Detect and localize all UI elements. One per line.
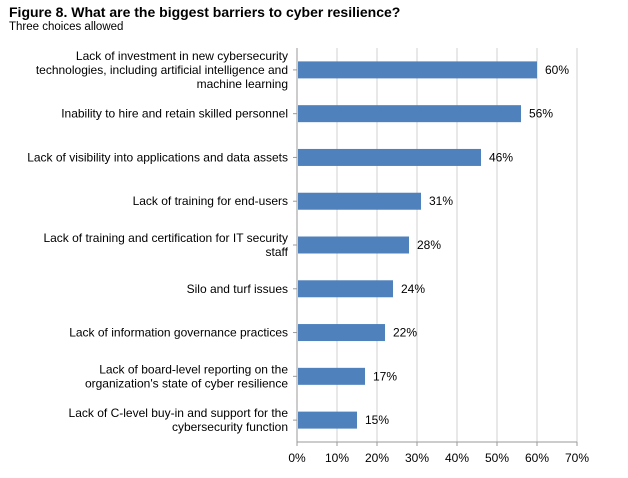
category-label-line: Lack of information governance practices: [69, 326, 288, 340]
data-label: 22%: [393, 326, 417, 340]
category-label: Lack of visibility into applications and…: [27, 150, 288, 164]
x-tick-label: 70%: [565, 451, 589, 465]
bar: [298, 411, 357, 429]
bar: [298, 192, 421, 210]
x-tick-label: 50%: [485, 451, 509, 465]
x-tick-label: 30%: [405, 451, 429, 465]
bar: [298, 148, 481, 166]
category-label: Lack of board-level reporting on the orga…: [85, 362, 288, 390]
bar: [298, 105, 521, 123]
x-tick-label: 0%: [288, 451, 306, 465]
category-label: Inability to hire and retain skilled per…: [61, 107, 288, 121]
category-label: Lack of investment in new cybersecurity t…: [36, 49, 288, 91]
category-label-line: Lack of investment in new cybersecurity: [76, 49, 288, 63]
data-label: 56%: [529, 107, 553, 121]
bar: [298, 236, 409, 254]
category-label-line: Lack of training for end-users: [133, 194, 288, 208]
data-label: 31%: [429, 194, 453, 208]
category-label-line: cybersecurity function: [172, 420, 288, 434]
category-label: Silo and turf issues: [187, 282, 288, 296]
data-label: 28%: [417, 238, 441, 252]
data-label: 15%: [365, 413, 389, 427]
bar: [298, 61, 537, 79]
category-label-line: Inability to hire and retain skilled per…: [61, 107, 288, 121]
data-label: 24%: [401, 282, 425, 296]
category-label: Lack of training for end-users: [133, 194, 288, 208]
x-tick-label: 40%: [445, 451, 469, 465]
category-label-line: Lack of visibility into applications and…: [27, 150, 288, 164]
category-label-line: Lack of C-level buy-in and support for t…: [69, 406, 289, 420]
category-label-line: staff: [266, 245, 289, 259]
figure-title: Figure 8. What are the biggest barriers …: [9, 4, 401, 20]
data-label: 17%: [373, 369, 397, 383]
bar: [298, 324, 385, 342]
category-label-line: machine learning: [197, 77, 288, 91]
bar: [298, 367, 365, 385]
category-label-line: Lack of training and certification for I…: [43, 231, 288, 245]
x-tick-label: 20%: [365, 451, 389, 465]
category-label-line: Lack of board-level reporting on the: [99, 362, 288, 376]
category-label: Lack of C-level buy-in and support for t…: [69, 406, 289, 434]
category-label: Lack of training and certification for I…: [43, 231, 288, 259]
x-tick-label: 10%: [325, 451, 349, 465]
bar: [298, 280, 393, 298]
category-label-line: Silo and turf issues: [187, 282, 288, 296]
category-label-line: organization's state of cyber resilience: [85, 376, 288, 390]
data-label: 60%: [545, 63, 569, 77]
data-label: 46%: [489, 150, 513, 164]
category-label: Lack of information governance practices: [69, 326, 288, 340]
x-tick-label: 60%: [525, 451, 549, 465]
figure-subtitle: Three choices allowed: [9, 21, 124, 33]
category-label-line: technologies, including artificial intel…: [36, 63, 288, 77]
